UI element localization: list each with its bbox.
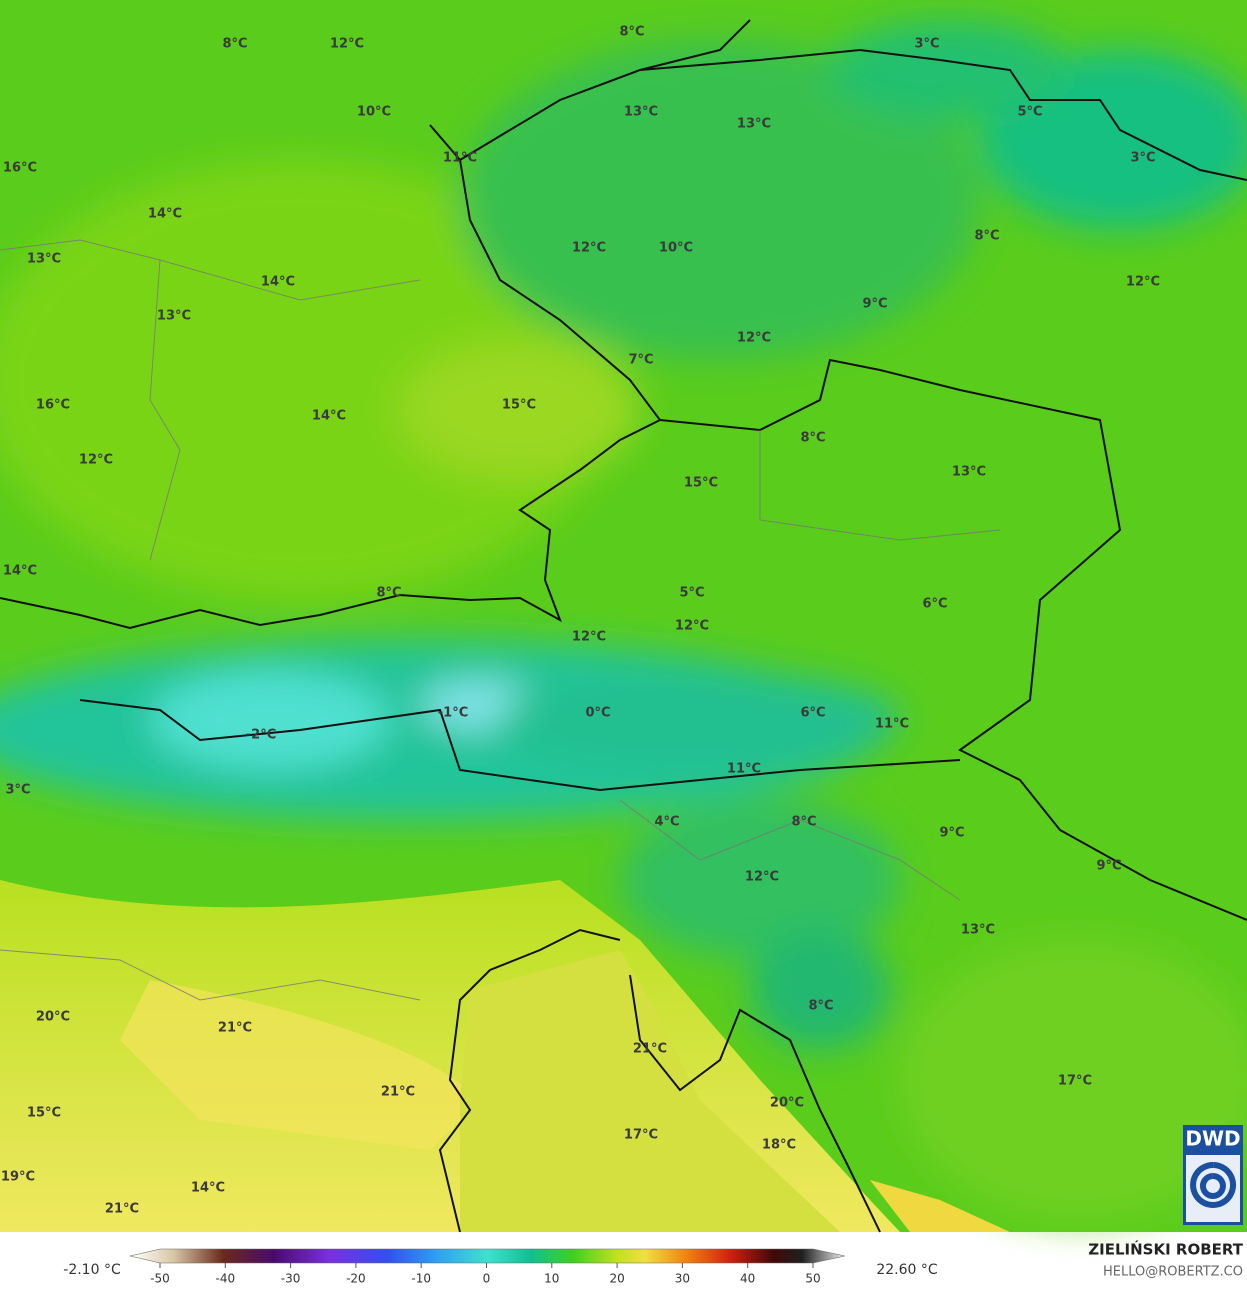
colorbar-tick-label: 10: [544, 1272, 559, 1286]
temperature-label: 4°C: [654, 815, 679, 830]
temperature-label: 14°C: [148, 207, 182, 222]
temperature-label: 9°C: [939, 826, 964, 841]
temperature-label: 12°C: [745, 870, 779, 885]
colorbar-tick-label: 50: [805, 1272, 820, 1286]
temperature-label: 14°C: [191, 1181, 225, 1196]
temperature-label: 8°C: [974, 229, 999, 244]
temperature-label: 13°C: [157, 309, 191, 324]
temperature-label: 6°C: [922, 597, 947, 612]
colorbar-tick-label: -20: [346, 1272, 366, 1286]
logo-swirl: [1190, 1162, 1236, 1208]
colorbar-gradient: [129, 1248, 846, 1264]
temperature-label: 8°C: [376, 586, 401, 601]
temperature-label: -2°C: [246, 728, 276, 743]
temperature-label: 7°C: [628, 353, 653, 368]
temperature-label: 5°C: [1017, 105, 1042, 120]
temperature-label: -1°C: [438, 706, 468, 721]
temperature-label: 11°C: [443, 151, 477, 166]
colorbar-tick-label: 40: [740, 1272, 755, 1286]
map: [0, 0, 1247, 1233]
colorbar-tick-label: -10: [411, 1272, 431, 1286]
colorbar-max: 22.60 °C: [876, 1262, 938, 1278]
temperature-label: 13°C: [961, 923, 995, 938]
temperature-labels: 8°C 12°C 8°C 3°C 10°C 13°C 13°C 5°C 11°C 3°C 16°C 1…: [1, 25, 1160, 1217]
temperature-label: 13°C: [624, 105, 658, 120]
temperature-label: 16°C: [36, 398, 70, 413]
colorbar-tick-label: -40: [215, 1272, 235, 1286]
temperature-label: 10°C: [357, 105, 391, 120]
temperature-label: 17°C: [624, 1128, 658, 1143]
temperature-label: 11°C: [875, 717, 909, 732]
temperature-label: 12°C: [79, 453, 113, 468]
logo-text: DWD: [1185, 1127, 1240, 1151]
temperature-label: 14°C: [261, 275, 295, 290]
temperature-label: 3°C: [5, 783, 30, 798]
temperature-label: 13°C: [737, 117, 771, 132]
temperature-label: 12°C: [1126, 275, 1160, 290]
temperature-label: 12°C: [572, 630, 606, 645]
temperature-label: 12°C: [737, 331, 771, 346]
temperature-label: 19°C: [1, 1170, 35, 1185]
temperature-label: 20°C: [770, 1096, 804, 1111]
colorbar-tick-label: 0: [483, 1272, 491, 1286]
colorbar-tick-label: -30: [281, 1272, 301, 1286]
temperature-label: 21°C: [381, 1085, 415, 1100]
temperature-label: 21°C: [633, 1042, 667, 1057]
colorbar: -2.10 °C 22.60 °C -50 -40 -30 -20 -10 0 10 20 30…: [63, 1248, 938, 1286]
temperature-label: 3°C: [914, 37, 939, 52]
temperature-label: 15°C: [27, 1106, 61, 1121]
temperature-label: 8°C: [619, 25, 644, 40]
temperature-label: 8°C: [791, 815, 816, 830]
temperature-label: 20°C: [36, 1010, 70, 1025]
temperature-label: 15°C: [502, 398, 536, 413]
temperature-label: 13°C: [952, 465, 986, 480]
colorbar-min: -2.10 °C: [63, 1262, 121, 1278]
temperature-label: 10°C: [659, 241, 693, 256]
temperature-label: 12°C: [330, 37, 364, 52]
temperature-label: 18°C: [762, 1138, 796, 1153]
temperature-label: 5°C: [679, 586, 704, 601]
temperature-label: 16°C: [3, 161, 37, 176]
temperature-label: 21°C: [105, 1202, 139, 1217]
credit-contact: HELLO@ROBERTZ.CO: [1103, 1265, 1243, 1280]
temperature-label: 21°C: [218, 1021, 252, 1036]
temperature-label: 9°C: [1096, 859, 1121, 874]
temperature-label: 14°C: [3, 564, 37, 579]
credit-author: ZIELIŃSKI ROBERT: [1088, 1240, 1243, 1259]
temperature-label: 14°C: [312, 409, 346, 424]
colorbar-tick-label: 30: [675, 1272, 690, 1286]
temperature-label: 12°C: [572, 241, 606, 256]
temperature-label: 17°C: [1058, 1074, 1092, 1089]
temperature-label: 12°C: [675, 619, 709, 634]
temperature-label: 8°C: [222, 37, 247, 52]
temperature-label: 0°C: [585, 706, 610, 721]
colorbar-tick-label: -50: [150, 1272, 170, 1286]
temperature-label: 11°C: [727, 762, 761, 777]
colorbar-tick-label: 20: [609, 1272, 624, 1286]
temperature-label: 15°C: [684, 476, 718, 491]
temperature-label: 13°C: [27, 252, 61, 267]
temperature-label: 6°C: [800, 706, 825, 721]
dwd-logo: DWD: [1183, 1125, 1243, 1225]
temperature-label: 3°C: [1130, 151, 1155, 166]
temperature-label: 8°C: [800, 431, 825, 446]
temperature-label: 8°C: [808, 999, 833, 1014]
temperature-label: 9°C: [862, 297, 887, 312]
